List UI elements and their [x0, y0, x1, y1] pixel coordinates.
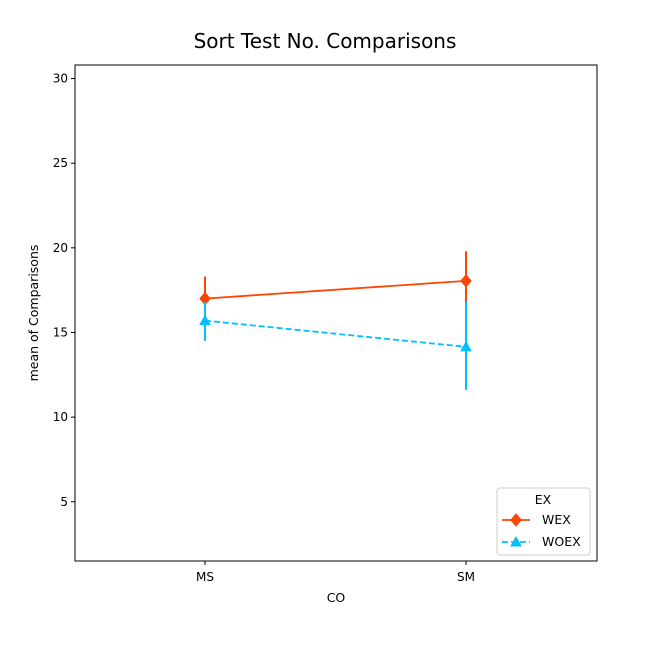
x-tick-label: MS [196, 570, 214, 584]
y-tick-label: 10 [53, 410, 68, 424]
y-tick-label: 30 [53, 72, 68, 86]
legend-label: WOEX [542, 534, 581, 549]
legend-marker [510, 535, 522, 547]
y-axis-label: mean of Comparisons [26, 245, 41, 382]
x-axis: MS SM [196, 561, 475, 584]
series-layer [199, 251, 472, 391]
y-axis: 5 10 15 20 25 30 [53, 72, 75, 509]
y-tick-label: 25 [53, 156, 68, 170]
series-line [204, 319, 467, 348]
legend: EX WEX WOEX [496, 487, 591, 556]
series-woex [199, 301, 472, 391]
data-point [460, 340, 472, 352]
data-point [199, 314, 211, 326]
y-tick-label: 5 [60, 495, 68, 509]
x-axis-label: CO [327, 590, 346, 605]
series-line [204, 279, 467, 300]
legend-box [496, 487, 591, 556]
legend-marker [510, 513, 522, 527]
legend-label: WEX [542, 512, 571, 527]
y-tick-label: 15 [53, 325, 68, 339]
series-wex [199, 251, 472, 323]
plot-area [74, 64, 598, 562]
legend-title: EX [535, 492, 552, 507]
x-tick-label: SM [457, 570, 475, 584]
data-point [460, 274, 472, 288]
y-tick-label: 20 [53, 241, 68, 255]
chart-title: Sort Test No. Comparisons [194, 29, 457, 53]
